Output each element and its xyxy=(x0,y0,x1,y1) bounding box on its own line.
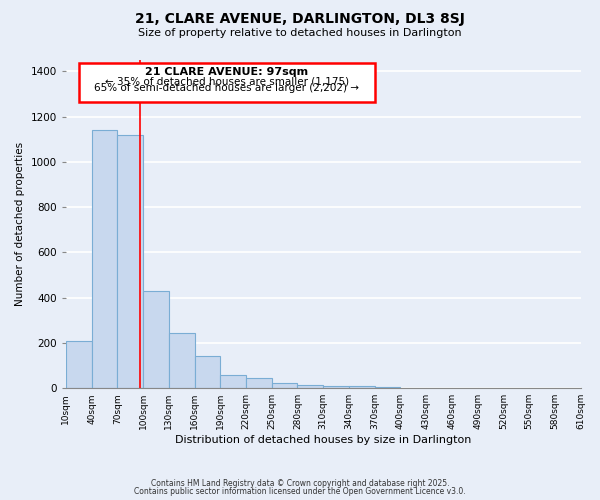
Bar xyxy=(92,130,118,388)
Text: Size of property relative to detached houses in Darlington: Size of property relative to detached ho… xyxy=(138,28,462,38)
Text: 65% of semi-detached houses are larger (2,202) →: 65% of semi-detached houses are larger (… xyxy=(94,83,359,93)
Bar xyxy=(272,382,298,388)
Bar xyxy=(79,62,374,102)
Y-axis label: Number of detached properties: Number of detached properties xyxy=(15,142,25,306)
Bar xyxy=(143,291,169,388)
Bar xyxy=(246,378,272,388)
Bar xyxy=(349,386,374,388)
Bar xyxy=(118,134,143,388)
Text: ← 35% of detached houses are smaller (1,175): ← 35% of detached houses are smaller (1,… xyxy=(104,76,349,86)
Text: 21, CLARE AVENUE, DARLINGTON, DL3 8SJ: 21, CLARE AVENUE, DARLINGTON, DL3 8SJ xyxy=(135,12,465,26)
Bar xyxy=(66,340,92,388)
Text: Contains public sector information licensed under the Open Government Licence v3: Contains public sector information licen… xyxy=(134,487,466,496)
Bar xyxy=(323,386,349,388)
Bar xyxy=(220,375,246,388)
Text: Contains HM Land Registry data © Crown copyright and database right 2025.: Contains HM Land Registry data © Crown c… xyxy=(151,478,449,488)
Bar xyxy=(194,356,220,388)
X-axis label: Distribution of detached houses by size in Darlington: Distribution of detached houses by size … xyxy=(175,435,472,445)
Bar xyxy=(169,333,194,388)
Bar xyxy=(298,384,323,388)
Text: 21 CLARE AVENUE: 97sqm: 21 CLARE AVENUE: 97sqm xyxy=(145,67,308,77)
